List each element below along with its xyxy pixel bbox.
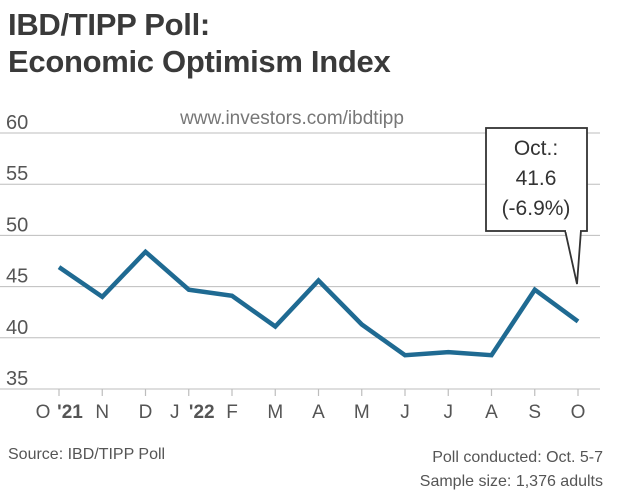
callout-joint: [566, 228, 580, 232]
x-tick-label: O: [36, 402, 51, 423]
y-tick-label: 40: [6, 317, 28, 339]
callout-pointer: [563, 229, 582, 285]
x-tick-label: J: [444, 402, 454, 423]
title-line-1: IBD/TIPP Poll:: [8, 7, 210, 42]
gridlines: [0, 132, 600, 390]
x-tick-label: M: [354, 402, 370, 423]
x-tick-label: F: [226, 402, 238, 423]
x-tick-label: '22: [189, 402, 215, 423]
x-tick-label: S: [528, 402, 541, 423]
y-tick-label: 60: [6, 112, 28, 134]
y-tick-label: 35: [6, 368, 28, 390]
x-tick-label: J: [170, 402, 180, 423]
chart-title: IBD/TIPP Poll: Economic Optimism Index: [8, 6, 391, 80]
title-line-2: Economic Optimism Index: [8, 44, 391, 79]
series-line: [57, 248, 580, 358]
x-tick-label: N: [95, 402, 109, 423]
x-tick-label: D: [139, 402, 153, 423]
poll-conducted: Poll conducted: Oct. 5-7: [432, 449, 603, 466]
x-tick-label: M: [267, 402, 283, 423]
x-tick-label: J: [400, 402, 410, 423]
callout-month: Oct.:: [514, 137, 558, 160]
sample-size: Sample size: 1,376 adults: [419, 473, 603, 490]
x-tick-label: O: [571, 402, 586, 423]
callout-change: (-6.9%): [502, 197, 571, 220]
y-tick-label: 55: [6, 163, 28, 185]
y-axis-ticks: 60 55 50 45 40 35: [6, 112, 28, 390]
x-axis-ticks: O '21 N D J '22 F M A M J J A S O: [36, 389, 586, 423]
y-tick-label: 45: [6, 266, 28, 288]
source-note: Source: IBD/TIPP Poll: [8, 446, 166, 463]
x-tick-label: A: [312, 402, 325, 423]
callout-frame: [485, 127, 588, 232]
callout-box: Oct.: 41.6 (-6.9%): [485, 127, 588, 285]
series-economic-optimism: [57, 248, 580, 358]
x-tick-label: '21: [57, 402, 83, 423]
callout-value: 41.6: [516, 167, 557, 190]
poll-details: Poll conducted: Oct. 5-7 Sample size: 1,…: [420, 446, 603, 494]
x-tick-label: A: [485, 402, 498, 423]
watermark-url: www.investors.com/ibdtipp: [179, 108, 404, 129]
y-tick-label: 50: [6, 214, 28, 236]
